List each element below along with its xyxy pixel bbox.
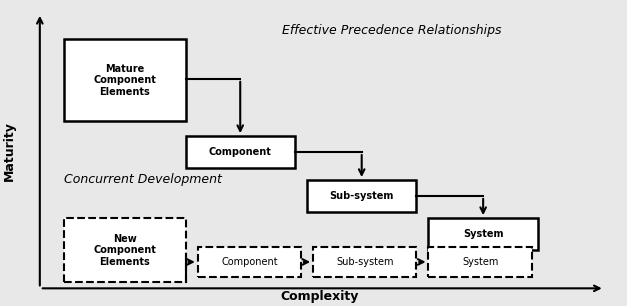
Bar: [428, 247, 532, 277]
Bar: [313, 247, 416, 277]
Bar: [307, 180, 416, 212]
Text: Effective Precedence Relationships: Effective Precedence Relationships: [282, 24, 502, 37]
Text: Sub-system: Sub-system: [336, 257, 394, 267]
Bar: [64, 218, 186, 282]
Text: Component: Component: [209, 147, 271, 157]
Bar: [64, 39, 186, 121]
Text: New
Component
Elements: New Component Elements: [93, 234, 156, 267]
Text: Complexity: Complexity: [280, 290, 359, 303]
Bar: [198, 247, 301, 277]
Text: Component: Component: [221, 257, 278, 267]
Text: Concurrent Development: Concurrent Development: [64, 174, 222, 186]
Text: System: System: [463, 229, 503, 239]
Text: System: System: [462, 257, 498, 267]
Text: Mature
Component
Elements: Mature Component Elements: [93, 64, 156, 97]
Bar: [186, 136, 295, 168]
Text: Maturity: Maturity: [3, 121, 16, 181]
Bar: [428, 218, 538, 250]
Text: Sub-system: Sub-system: [330, 191, 394, 201]
